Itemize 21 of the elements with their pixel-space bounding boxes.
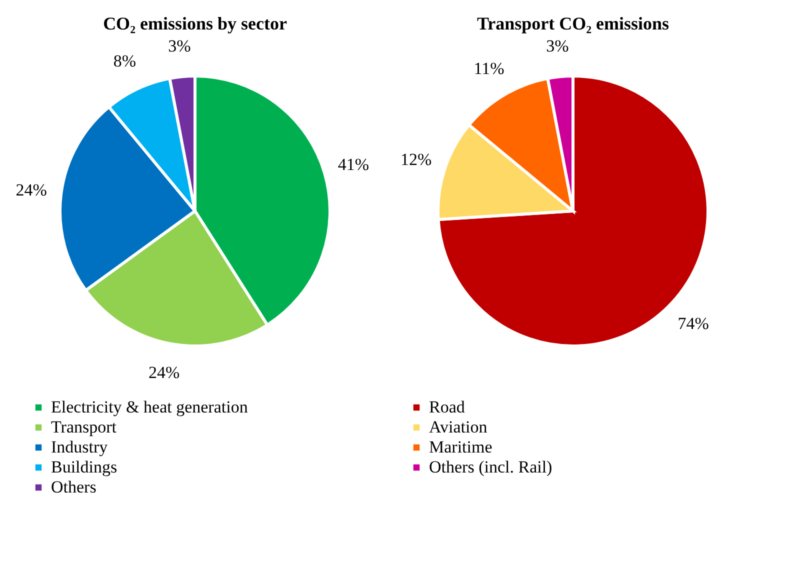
data-label: 11% <box>474 58 504 78</box>
legend-label: Aviation <box>429 418 488 436</box>
data-label: 24% <box>148 363 180 382</box>
data-label: 74% <box>678 314 709 333</box>
data-label: 41% <box>338 154 370 174</box>
legend-label: Others (incl. Rail) <box>429 458 552 476</box>
legend-label: Electricity & heat generation <box>51 398 248 416</box>
legend-label: Others <box>51 478 96 496</box>
data-label: 24% <box>16 180 47 200</box>
legend-label: Transport <box>51 418 117 436</box>
legend-label: Maritime <box>429 438 492 456</box>
legend-label: Road <box>429 398 466 416</box>
pie-slice <box>436 74 710 348</box>
chart-title: CO₂ emissions by sector <box>103 14 287 34</box>
data-label: 3% <box>168 36 191 56</box>
legend-label: Industry <box>51 438 108 456</box>
chart-title: Transport CO₂ emissions <box>476 14 670 34</box>
data-label: 3% <box>546 36 569 56</box>
data-label: 8% <box>113 52 136 71</box>
data-label: 12% <box>400 150 432 170</box>
legend-label: Buildings <box>51 458 118 476</box>
